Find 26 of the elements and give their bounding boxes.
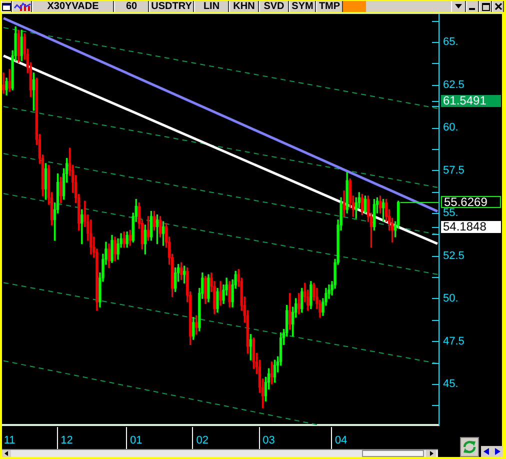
y-tick-label: 60.	[443, 122, 458, 134]
text: 60	[114, 1, 149, 12]
y-tick-label: 54.1848	[443, 219, 487, 234]
x-tick-label: 12	[60, 434, 73, 447]
y-tick-label: 57.5	[443, 164, 464, 176]
text: 55.6269	[444, 194, 488, 209]
text: SYM	[289, 1, 316, 12]
y-tick-label: 52.5	[443, 250, 464, 262]
y-tick-label: 47.5	[443, 335, 464, 348]
text: SVD	[259, 1, 289, 12]
text: USDTRY	[149, 1, 194, 12]
y-tick-label: 55.	[443, 207, 458, 220]
y-tick-label: 45.	[443, 378, 458, 390]
x-tick-label: 02	[196, 434, 209, 447]
text: TMP	[316, 1, 343, 12]
x-tick-label: 04	[334, 434, 348, 447]
y-tick-label: 50.	[443, 292, 458, 305]
text: KHN	[229, 1, 259, 12]
x-tick-label: 11	[4, 434, 16, 447]
text: LIN	[194, 1, 229, 12]
y-tick-label: 62.5	[443, 78, 464, 91]
y-tick-label: 65.	[443, 36, 458, 48]
chart-title: X30YVADE	[32, 1, 114, 12]
x-tick-label: 03	[262, 434, 275, 447]
y-tick-label: 61.5491	[443, 93, 487, 108]
x-tick-label: 01	[130, 434, 142, 447]
